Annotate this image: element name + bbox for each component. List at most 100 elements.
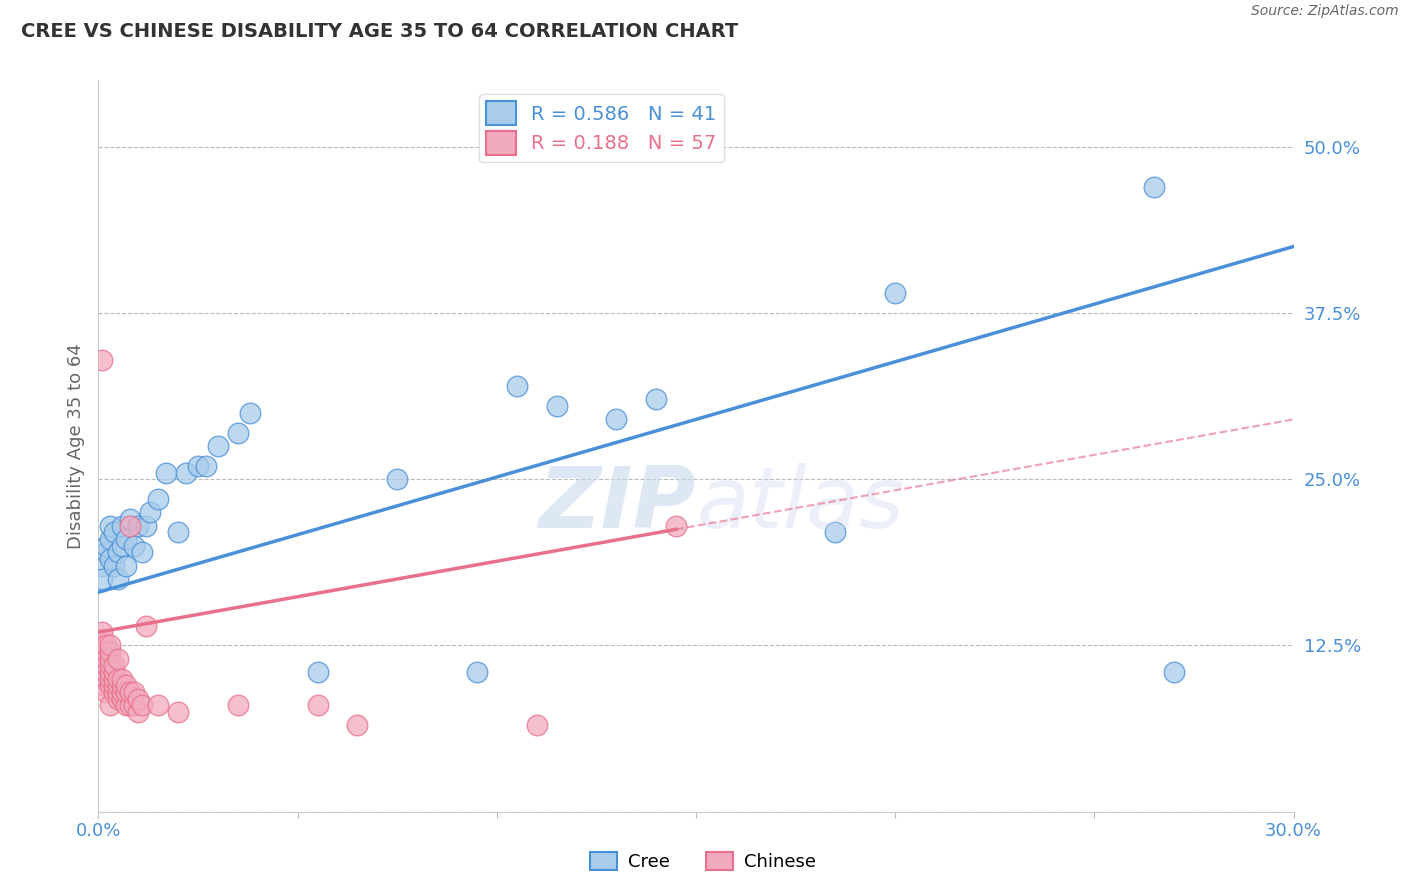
Point [98,645,122,659]
Point [98,532,122,546]
Point [91,625,114,640]
Point [120,512,142,526]
Point [96,672,118,686]
Point [506,379,529,393]
Point [96,639,118,653]
Point [91,639,114,653]
Text: ZIP: ZIP [538,463,696,546]
Point [155,466,177,480]
Legend: Cree, Chinese: Cree, Chinese [583,845,823,879]
Point [139,506,162,520]
Point [884,286,907,301]
Point [824,525,846,540]
Point [91,665,114,679]
Point [91,352,114,367]
Point [96,665,118,679]
Point [111,539,134,553]
Point [131,698,153,713]
Point [96,658,118,673]
Point [98,672,122,686]
Point [98,518,122,533]
Point [96,685,118,699]
Point [96,539,118,553]
Point [226,425,249,440]
Point [111,672,134,686]
Point [107,572,129,586]
Point [148,492,170,507]
Point [124,698,146,713]
Point [115,698,138,713]
Point [115,532,138,546]
Point [167,525,190,540]
Point [605,412,627,426]
Point [127,518,149,533]
Point [91,658,114,673]
Text: CREE VS CHINESE DISABILITY AGE 35 TO 64 CORRELATION CHART: CREE VS CHINESE DISABILITY AGE 35 TO 64 … [21,22,738,41]
Point [127,705,149,719]
Point [98,652,122,666]
Point [103,558,125,573]
Y-axis label: Disability Age 35 to 64: Disability Age 35 to 64 [66,343,84,549]
Point [107,545,129,559]
Point [111,685,134,699]
Point [385,472,409,486]
Point [124,685,146,699]
Point [103,658,125,673]
Point [127,691,149,706]
Point [103,672,125,686]
Point [98,639,122,653]
Point [91,558,114,573]
Point [103,678,125,692]
Point [167,705,190,719]
Point [135,618,157,632]
Point [131,545,153,559]
Point [120,518,142,533]
Point [103,685,125,699]
Point [107,691,129,706]
Point [526,718,548,732]
Text: atlas: atlas [696,463,904,546]
Point [98,658,122,673]
Point [96,652,118,666]
Point [195,458,218,473]
Point [239,406,262,420]
Point [91,678,114,692]
Point [465,665,488,679]
Point [226,698,249,713]
Point [187,458,209,473]
Point [207,439,229,453]
Point [98,552,122,566]
Point [96,545,118,559]
Point [665,518,688,533]
Point [174,466,197,480]
Point [96,645,118,659]
Point [1163,665,1185,679]
Point [307,698,329,713]
Point [148,698,170,713]
Point [124,539,146,553]
Point [103,665,125,679]
Point [103,525,125,540]
Point [120,685,142,699]
Text: Source: ZipAtlas.com: Source: ZipAtlas.com [1251,4,1399,19]
Point [111,678,134,692]
Point [98,678,122,692]
Point [107,652,129,666]
Point [98,665,122,679]
Point [107,678,129,692]
Point [120,698,142,713]
Point [91,652,114,666]
Point [645,392,668,407]
Point [307,665,329,679]
Point [115,678,138,692]
Point [115,685,138,699]
Point [91,645,114,659]
Point [91,572,114,586]
Point [91,632,114,646]
Point [107,685,129,699]
Point [346,718,368,732]
Point [115,558,138,573]
Legend: R = 0.586   N = 41, R = 0.188   N = 57: R = 0.586 N = 41, R = 0.188 N = 57 [478,94,724,162]
Point [1143,179,1166,194]
Point [98,698,122,713]
